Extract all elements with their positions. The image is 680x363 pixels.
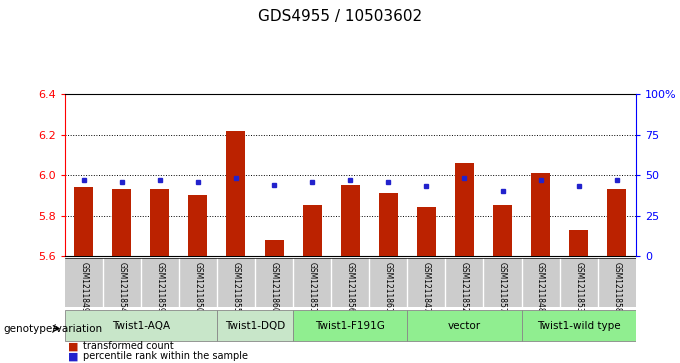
Bar [341, 185, 360, 256]
Text: genotype/variation: genotype/variation [3, 323, 103, 334]
Bar [188, 195, 207, 256]
Text: Twist1-AQA: Twist1-AQA [112, 321, 170, 331]
Text: vector: vector [448, 321, 481, 331]
Text: transformed count: transformed count [83, 341, 173, 351]
Text: Twist1-DQD: Twist1-DQD [225, 321, 285, 331]
Bar [65, 310, 217, 341]
Text: ■: ■ [68, 341, 78, 351]
Bar [417, 208, 436, 256]
Text: GSM1211858: GSM1211858 [612, 262, 622, 312]
Text: GSM1211861: GSM1211861 [384, 262, 393, 312]
Bar [493, 205, 512, 256]
Text: GSM1211850: GSM1211850 [193, 262, 203, 313]
Text: Twist1-F191G: Twist1-F191G [316, 321, 385, 331]
Bar [569, 230, 588, 256]
Text: GSM1211855: GSM1211855 [231, 262, 241, 313]
Bar [293, 310, 407, 341]
Bar [455, 163, 474, 256]
Bar [112, 189, 131, 256]
Bar [150, 189, 169, 256]
Bar [265, 240, 284, 256]
Bar [226, 131, 245, 256]
Text: GSM1211857: GSM1211857 [498, 262, 507, 313]
Text: GSM1211854: GSM1211854 [117, 262, 126, 313]
Bar [531, 173, 550, 256]
Bar [407, 310, 522, 341]
Text: GSM1211848: GSM1211848 [536, 262, 545, 312]
Bar [379, 193, 398, 256]
Text: GSM1211853: GSM1211853 [574, 262, 583, 313]
Bar [607, 189, 626, 256]
Text: GSM1211860: GSM1211860 [269, 262, 279, 313]
Text: GSM1211847: GSM1211847 [422, 262, 431, 313]
Bar [303, 205, 322, 256]
Text: ■: ■ [68, 351, 78, 362]
Bar [217, 310, 293, 341]
Text: GDS4955 / 10503602: GDS4955 / 10503602 [258, 9, 422, 24]
Text: GSM1211849: GSM1211849 [79, 262, 88, 313]
Bar [522, 310, 636, 341]
Text: GSM1211856: GSM1211856 [345, 262, 355, 313]
Text: GSM1211852: GSM1211852 [460, 262, 469, 312]
Text: GSM1211859: GSM1211859 [155, 262, 165, 313]
Text: percentile rank within the sample: percentile rank within the sample [83, 351, 248, 362]
Text: Twist1-wild type: Twist1-wild type [537, 321, 620, 331]
Bar [74, 187, 93, 256]
Text: GSM1211851: GSM1211851 [307, 262, 317, 312]
